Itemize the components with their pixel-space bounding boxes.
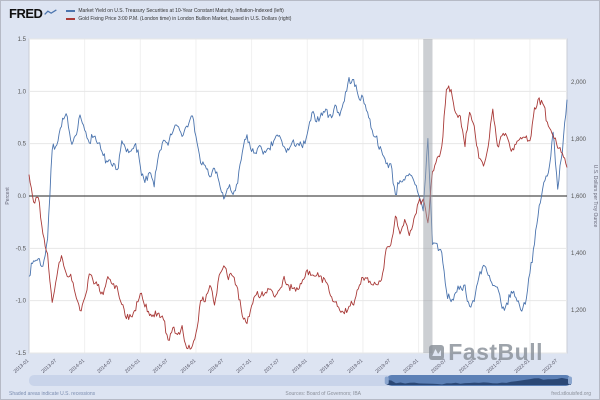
svg-text:2015-01: 2015-01 [124,358,142,375]
svg-text:1,400: 1,400 [571,251,587,257]
svg-text:2015-07: 2015-07 [152,358,170,375]
svg-text:0.5: 0.5 [18,142,27,148]
svg-text:2019-01: 2019-01 [347,358,365,375]
svg-text:2022-07: 2022-07 [541,358,559,375]
watermark-text: FastBull [448,339,543,365]
treasury-legend-label: Market Yield on U.S. Treasury Securities… [78,8,284,14]
svg-text:2017-01: 2017-01 [235,358,253,375]
chart-header: FRED Market Yield on U.S. Treasury Secur… [9,6,291,22]
treasury-series-swatch [66,10,76,12]
fred-logo[interactable]: FRED [9,6,58,21]
svg-text:-0.5: -0.5 [16,246,27,252]
slider-handle-right[interactable] [568,376,572,385]
source-note: Sources: Board of Governors; IBA [285,391,361,397]
svg-text:2013-07: 2013-07 [41,358,59,375]
left-axis-title: Percent [5,187,11,205]
fastbull-watermark: FastBull [429,339,543,366]
svg-text:2,000: 2,000 [571,80,587,86]
svg-text:2020-01: 2020-01 [402,358,420,375]
legend-item-treasury-yield[interactable]: Market Yield on U.S. Treasury Securities… [66,8,291,14]
svg-text:2014-07: 2014-07 [96,358,114,375]
svg-text:2019-07: 2019-07 [374,358,392,375]
chart-legend: Market Yield on U.S. Treasury Securities… [66,8,291,22]
gold-series-swatch [66,18,76,20]
slider-handle-left[interactable] [384,376,389,385]
left-axis-labels: 1.5 1.0 0.5 0.0 -0.5 -1.0 -1.5 [16,37,27,357]
svg-text:1.5: 1.5 [18,37,27,43]
svg-text:-1.0: -1.0 [16,299,27,305]
svg-text:2016-07: 2016-07 [207,358,225,375]
recession-band [423,39,433,353]
series-treasury-yield [28,77,568,312]
svg-text:2018-07: 2018-07 [319,358,337,375]
recession-note: Shaded areas indicate U.S. recessions [9,391,96,397]
svg-text:1,800: 1,800 [571,137,587,143]
svg-text:1.0: 1.0 [18,89,27,95]
right-axis-title: U.S. Dollars per Troy Ounce [592,165,598,228]
svg-text:2013-01: 2013-01 [13,358,31,375]
svg-text:2014-01: 2014-01 [68,358,86,375]
slider-mini-chart [386,377,571,385]
svg-text:1,200: 1,200 [571,308,587,314]
series-gold-price [28,85,568,350]
right-axis-labels: 2,000 1,800 1,600 1,400 1,200 [571,80,587,314]
site-link[interactable]: fred.stlouisfed.org [551,391,591,397]
chart-footer: Shaded areas indicate U.S. recessions So… [1,390,599,398]
svg-text:0.0: 0.0 [18,194,27,200]
svg-text:2016-01: 2016-01 [180,358,198,375]
svg-text:1,600: 1,600 [571,194,587,200]
gold-legend-label: Gold Fixing Price 3:00 P.M. (London time… [78,16,292,22]
svg-text:-1.5: -1.5 [16,351,27,357]
fred-logo-text: FRED [9,6,43,21]
svg-text:2018-01: 2018-01 [291,358,309,375]
fastbull-logo-icon [429,345,445,360]
legend-item-gold-price[interactable]: Gold Fixing Price 3:00 P.M. (London time… [66,16,291,22]
svg-text:2017-07: 2017-07 [263,358,281,375]
fred-logo-spark-icon [44,9,58,15]
